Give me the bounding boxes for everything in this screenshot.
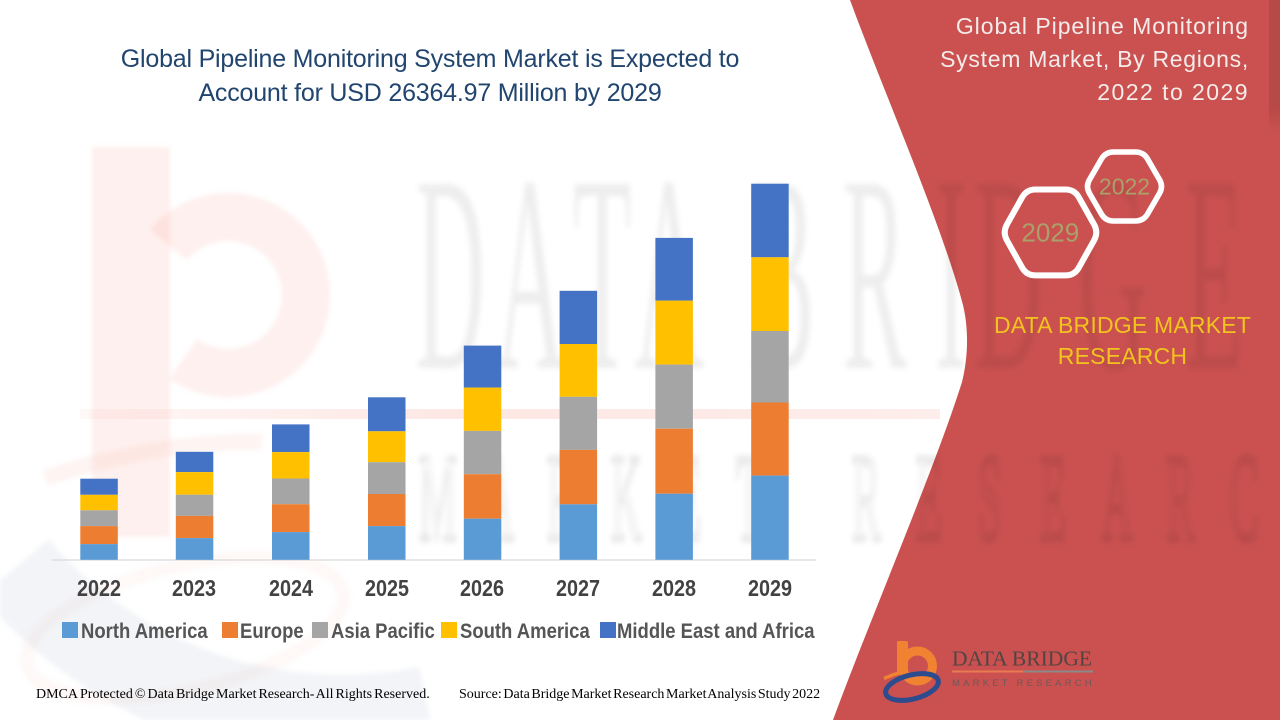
svg-text:K: K — [611, 430, 642, 568]
svg-text:DATA BRIDGE: DATA BRIDGE — [952, 647, 1092, 671]
svg-text:I: I — [935, 119, 967, 430]
svg-text:2022: 2022 — [1099, 174, 1150, 200]
svg-text:E: E — [1185, 119, 1243, 430]
svg-text:E: E — [1040, 430, 1066, 568]
svg-text:2029: 2029 — [1021, 218, 1079, 248]
svg-text:A: A — [1102, 430, 1133, 568]
svg-text:M: M — [419, 430, 457, 568]
svg-text:R: R — [1166, 430, 1195, 568]
svg-text:C: C — [1230, 430, 1258, 568]
svg-text:A: A — [496, 119, 565, 430]
svg-text:R: R — [843, 119, 907, 430]
svg-text:G: G — [1078, 119, 1147, 430]
svg-text:MARKET RESEARCH: MARKET RESEARCH — [952, 678, 1095, 689]
svg-text:R: R — [852, 430, 881, 568]
svg-text:E: E — [916, 430, 942, 568]
svg-text:S: S — [978, 430, 1002, 568]
